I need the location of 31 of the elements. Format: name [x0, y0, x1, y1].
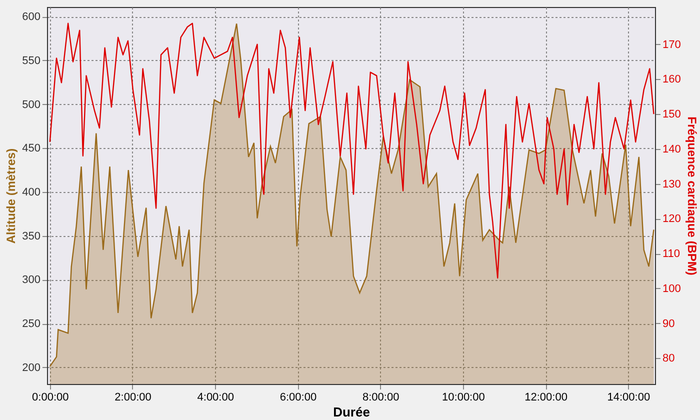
x-tick-label: 8:00:00	[362, 392, 400, 404]
x-tick-label: 0:00:00	[32, 392, 69, 404]
y-tick-label: 300	[22, 274, 40, 286]
y-tick-label: 500	[22, 98, 40, 111]
y2-tick-label: 120	[662, 213, 681, 226]
y2-axis-title: Fréquence cardiaque (BPM)	[684, 116, 699, 276]
y2-tick-label: 110	[662, 248, 680, 260]
y-tick-label: 450	[22, 142, 40, 155]
y-axis-title: Altitude (mètres)	[4, 148, 18, 244]
y2-tick-label: 80	[662, 352, 675, 365]
y2-tick-label: 140	[662, 143, 681, 156]
y-tick-label: 550	[22, 54, 40, 67]
y2-tick-label: 90	[662, 318, 675, 330]
y2-tick-label: 100	[662, 282, 681, 295]
x-tick-label: 14:00:00	[607, 392, 650, 404]
x-tick-label: 12:00:00	[524, 392, 568, 404]
y2-tick-label: 150	[662, 108, 681, 121]
y2-tick-label: 170	[662, 38, 681, 51]
y-tick-label: 250	[22, 318, 40, 330]
x-tick-label: 10:00:00	[442, 392, 485, 404]
x-axis-title: Durée	[333, 404, 370, 420]
y2-tick-label: 130	[662, 178, 681, 190]
x-tick-label: 4:00:00	[197, 392, 234, 404]
x-tick-label: 2:00:00	[114, 392, 152, 404]
y-tick-label: 400	[22, 186, 40, 198]
y-tick-label: 200	[22, 362, 40, 374]
y-tick-label: 600	[22, 11, 40, 24]
y2-tick-label: 160	[662, 74, 681, 86]
x-tick-label: 6:00:00	[280, 392, 317, 404]
y-tick-label: 350	[22, 230, 40, 242]
line-series	[49, 22, 654, 279]
